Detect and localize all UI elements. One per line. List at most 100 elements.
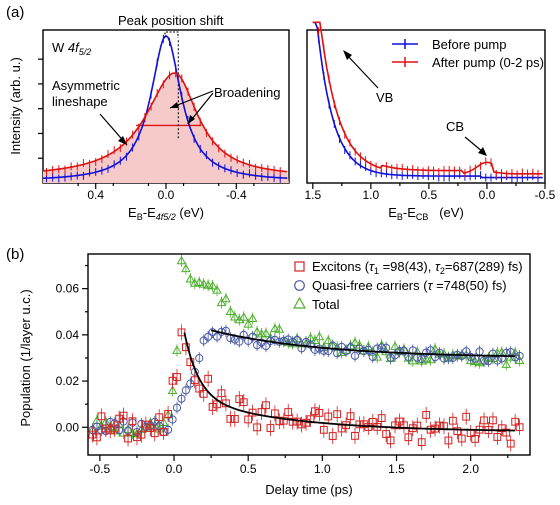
excitons-point	[453, 427, 462, 436]
carriers-point	[479, 356, 489, 365]
excitons-point	[422, 411, 431, 419]
peak-shift-annotation: Peak position shift	[118, 13, 224, 28]
total-point	[261, 328, 271, 338]
carriers-point	[417, 355, 426, 364]
carriers-point	[168, 415, 177, 424]
panel-b-ylabel: Population (1/layer u.c.)	[18, 289, 33, 426]
total-point	[207, 280, 218, 290]
panel-a-right-chart: 1.5 1.0 0.5 0.0 -0.5 EB-ECB (eV) VB CB Befor…	[304, 21, 556, 222]
y-tick-label: 0.02	[56, 374, 80, 388]
panel-a-legend: Before pump After pump (0-2 ps)	[392, 37, 544, 70]
panel-a-right-plot-area	[312, 21, 543, 183]
carriers-point	[399, 346, 409, 355]
excitons-point	[502, 428, 511, 437]
excitons-point	[377, 414, 386, 423]
cb-arrowhead	[478, 147, 487, 156]
excitons-point	[266, 424, 275, 432]
carriers-point	[252, 341, 262, 350]
carriers-point	[355, 344, 364, 353]
y-tick-label: 0.00	[56, 420, 80, 434]
legend-before-label: Before pump	[432, 37, 506, 52]
excitons-point	[284, 408, 293, 416]
excitons-point	[382, 430, 391, 438]
panel-a-right-frame	[306, 29, 546, 184]
excitons-point	[311, 407, 319, 416]
carriers-point	[97, 426, 106, 435]
carriers-point	[195, 354, 204, 363]
total-point	[185, 274, 196, 283]
excitons-point	[351, 431, 359, 440]
vb-arrow	[345, 53, 379, 89]
legend-total-marker	[292, 296, 307, 309]
legend-after-label: After pump (0-2 ps)	[432, 55, 544, 70]
excitons-point	[493, 433, 502, 441]
x-tick-label: 1.0	[363, 188, 380, 202]
excitons-point	[288, 417, 297, 426]
excitons-point	[92, 433, 101, 442]
panel-b-ticks: -0.5 0.0 0.5 1.0 1.5 2.0 0.00 0.02 0.04 0.06	[56, 264, 509, 476]
legend-excitons-marker	[294, 261, 305, 272]
total-point	[247, 313, 258, 323]
excitons-point	[471, 434, 480, 443]
excitons-point	[262, 401, 270, 410]
broadening-arrowhead-2	[188, 115, 195, 124]
carriers-point	[466, 352, 475, 362]
total-point	[198, 279, 209, 288]
excitons-point	[315, 408, 324, 417]
excitons-point	[204, 374, 213, 383]
asymmetric-arrowhead	[118, 136, 127, 145]
excitons-point	[511, 417, 520, 426]
total-point	[172, 345, 182, 354]
peak-shift-bracket	[164, 31, 179, 38]
excitons-point	[359, 420, 368, 429]
total-point	[425, 354, 436, 364]
excitons-point	[489, 416, 497, 425]
x-tick-label: 0.5	[240, 462, 257, 476]
excitons-point	[239, 398, 248, 407]
vb-arrowhead	[343, 50, 352, 60]
excitons-point	[448, 416, 457, 425]
total-point	[167, 385, 178, 395]
excitons-point	[226, 414, 235, 423]
total-point	[323, 335, 334, 345]
y-tick-label: 0.06	[56, 282, 80, 296]
y-tick-label: 0.04	[56, 328, 80, 342]
carriers-point	[261, 341, 271, 351]
total-point	[225, 306, 236, 315]
x-tick-label: -0.4	[226, 188, 247, 202]
carriers-fit	[210, 329, 516, 358]
panel-a-right-xlabel: EB-ECB (eV)	[388, 205, 464, 222]
excitons-point	[150, 429, 159, 438]
legend-carriers-marker	[294, 280, 305, 291]
excitons-point	[119, 411, 128, 420]
excitons-point	[480, 416, 488, 425]
panel-a-left-xlabel: EB-E4f5/2 (eV)	[128, 205, 204, 222]
carriers-point	[293, 335, 302, 344]
after-pump-line	[312, 21, 543, 175]
legend-carriers-label: Quasi-free carriers (τ =748(50) fs)	[312, 278, 507, 293]
excitons-point	[333, 410, 342, 419]
total-point	[212, 285, 222, 294]
excitons-point	[208, 403, 217, 411]
x-tick-label: 2.0	[462, 462, 479, 476]
carriers-point	[395, 346, 404, 356]
panel-b-label: (b)	[6, 246, 24, 263]
carriers-point	[284, 335, 293, 344]
x-tick-label: 0.0	[479, 188, 496, 202]
total-point	[181, 263, 191, 273]
panel-a-left-ylabel: Intensity (arb. u.)	[8, 57, 23, 155]
total-point	[336, 347, 347, 356]
total-point	[203, 280, 214, 289]
carriers-point	[386, 353, 395, 362]
panel-b-legend: Excitons (τ1 =98(43), τ2=687(289) fs) Qu…	[292, 259, 523, 312]
panel-b-xlabel: Delay time (ps)	[265, 482, 352, 497]
panel-b-chart: -0.5 0.0 0.5 1.0 1.5 2.0 0.00 0.02 0.04 0.06 Popu…	[18, 253, 531, 497]
panel-b-plot-area	[87, 254, 525, 452]
carriers-point	[511, 353, 520, 362]
panel-a-left-ticks: 0.4 0.0 -0.4	[38, 58, 255, 202]
carriers-point	[364, 345, 373, 355]
panel-a-left-chart: 0.4 0.0 -0.4 Intensity (arb. u.) EB-E4f5/2…	[8, 13, 290, 222]
total-point	[176, 255, 187, 265]
x-tick-label: 1.0	[314, 462, 331, 476]
excitons-point	[230, 415, 239, 423]
